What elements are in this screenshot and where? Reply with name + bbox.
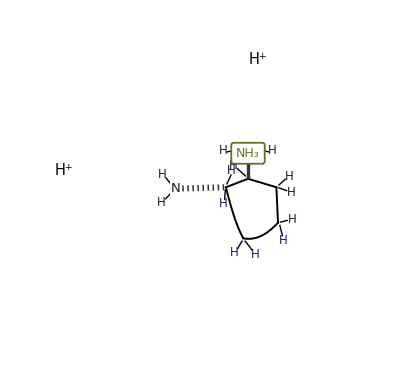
Text: H: H [288,213,297,226]
Text: H: H [219,197,227,210]
Text: H: H [158,168,166,181]
Text: H: H [285,170,294,183]
Text: H: H [279,234,288,247]
FancyBboxPatch shape [231,143,265,164]
Text: H: H [287,186,296,199]
Text: NH₃: NH₃ [236,147,260,160]
Text: N: N [171,182,180,195]
Text: H: H [230,247,239,259]
Text: H: H [228,159,237,171]
Text: H: H [227,164,236,177]
Text: H: H [157,196,166,209]
Text: H: H [251,248,260,261]
Text: H⁺: H⁺ [248,52,267,67]
Text: H: H [268,145,277,158]
Text: H⁺: H⁺ [54,163,73,178]
Text: H: H [219,145,228,158]
